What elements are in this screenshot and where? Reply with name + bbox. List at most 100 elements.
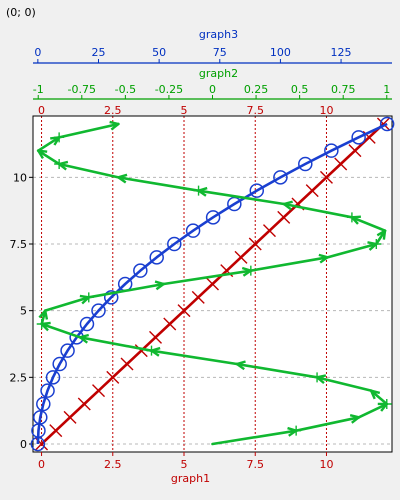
series-segment bbox=[87, 282, 166, 299]
series-segment bbox=[369, 389, 389, 406]
graph1-top-tick-label: 2.5 bbox=[104, 104, 122, 117]
series-segment bbox=[294, 416, 361, 432]
graph2-tick-label: 0 bbox=[209, 83, 216, 96]
data-point bbox=[40, 383, 55, 398]
series-graph2 bbox=[36, 120, 392, 446]
data-point bbox=[193, 185, 204, 196]
graph1-tick-label: 2.5 bbox=[104, 458, 122, 471]
series-line bbox=[36, 122, 388, 445]
graph2-tick-label: 0.75 bbox=[331, 83, 356, 96]
data-point bbox=[177, 304, 191, 318]
data-point bbox=[134, 344, 148, 358]
series-segment bbox=[350, 216, 387, 232]
data-point bbox=[146, 345, 157, 356]
data-point bbox=[305, 184, 319, 198]
data-point bbox=[262, 224, 276, 238]
graph1-tick-label: 0 bbox=[38, 458, 45, 471]
series-segment bbox=[78, 336, 153, 352]
graph1-top-tick-label: 0 bbox=[38, 104, 45, 117]
data-point bbox=[379, 116, 395, 132]
graph3-axis-title: graph3 bbox=[199, 28, 238, 41]
data-point bbox=[167, 236, 182, 252]
data-point bbox=[381, 399, 392, 409]
data-point bbox=[133, 263, 148, 278]
graph2-tick-label: 0.25 bbox=[244, 83, 269, 96]
data-point bbox=[351, 130, 366, 145]
data-point bbox=[91, 303, 106, 318]
graph2-tick-label: -0.75 bbox=[68, 83, 96, 96]
data-point bbox=[63, 410, 77, 424]
series-segment bbox=[57, 162, 120, 179]
data-point bbox=[206, 277, 219, 291]
data-point bbox=[298, 156, 313, 172]
plot-frame bbox=[32, 115, 393, 453]
data-point bbox=[149, 330, 163, 344]
graph1-tick-label: 7.5 bbox=[246, 458, 264, 471]
y-tick-label: 10 bbox=[13, 171, 27, 184]
data-point bbox=[54, 132, 65, 143]
data-point bbox=[205, 210, 221, 225]
graph2-tick-label: 0.5 bbox=[291, 83, 309, 96]
data-point bbox=[33, 410, 48, 425]
data-point bbox=[45, 370, 61, 385]
y-tick-label: 7.5 bbox=[10, 238, 28, 251]
data-point bbox=[106, 370, 120, 384]
series-segment bbox=[162, 269, 253, 286]
data-point bbox=[54, 159, 65, 169]
data-point bbox=[249, 183, 265, 198]
data-point bbox=[49, 424, 63, 438]
graph1-axis-title: graph1 bbox=[171, 472, 210, 485]
series-segment bbox=[40, 322, 82, 339]
series-segment bbox=[315, 376, 373, 392]
data-point bbox=[103, 290, 119, 305]
data-point bbox=[245, 265, 256, 276]
data-point bbox=[319, 170, 333, 184]
data-point bbox=[52, 356, 67, 372]
graph2-tick-label: 1 bbox=[383, 83, 390, 96]
series-segment bbox=[36, 136, 61, 152]
series-segment bbox=[357, 402, 389, 419]
series-segment bbox=[197, 189, 286, 206]
graph3-tick-label: 25 bbox=[91, 46, 105, 59]
series-segment bbox=[43, 296, 91, 312]
series-graph1 bbox=[35, 117, 390, 451]
data-point bbox=[371, 239, 382, 249]
series-segment bbox=[211, 429, 298, 446]
series-graph3 bbox=[30, 116, 395, 452]
data-point bbox=[312, 372, 323, 383]
series-segment bbox=[150, 349, 239, 366]
y-tick-label: 5 bbox=[20, 305, 27, 318]
data-point bbox=[334, 157, 348, 171]
data-point bbox=[36, 319, 47, 329]
y-tick-label: 2.5 bbox=[10, 371, 28, 384]
series-segment bbox=[57, 122, 120, 139]
data-point bbox=[77, 397, 91, 411]
graph2-tick-label: -0.5 bbox=[115, 83, 136, 96]
data-point bbox=[277, 210, 291, 224]
data-point bbox=[163, 317, 177, 331]
graph2-tick-label: -1 bbox=[33, 83, 44, 96]
graph3-tick-label: 50 bbox=[152, 46, 166, 59]
data-point bbox=[324, 143, 339, 158]
data-point bbox=[291, 425, 302, 436]
data-point bbox=[191, 290, 205, 304]
graph2-tick-label: -0.25 bbox=[155, 83, 183, 96]
data-point bbox=[120, 357, 134, 371]
data-point bbox=[92, 384, 106, 398]
graph1-top-tick-label: 5 bbox=[181, 104, 188, 117]
series-segment bbox=[117, 176, 200, 192]
graph2-axis-title: graph2 bbox=[199, 67, 238, 80]
data-point bbox=[83, 292, 94, 303]
data-point bbox=[273, 170, 288, 185]
y-tick-label: 0 bbox=[20, 438, 27, 451]
data-point bbox=[346, 212, 357, 223]
series-segment bbox=[235, 362, 319, 379]
graph1-top-tick-label: 10 bbox=[319, 104, 333, 117]
data-point bbox=[79, 316, 95, 332]
data-point bbox=[185, 223, 201, 238]
graph1-top-tick-label: 7.5 bbox=[246, 104, 264, 117]
arrow-head bbox=[109, 120, 120, 131]
series-segment bbox=[326, 242, 378, 259]
series-segment bbox=[282, 202, 354, 219]
